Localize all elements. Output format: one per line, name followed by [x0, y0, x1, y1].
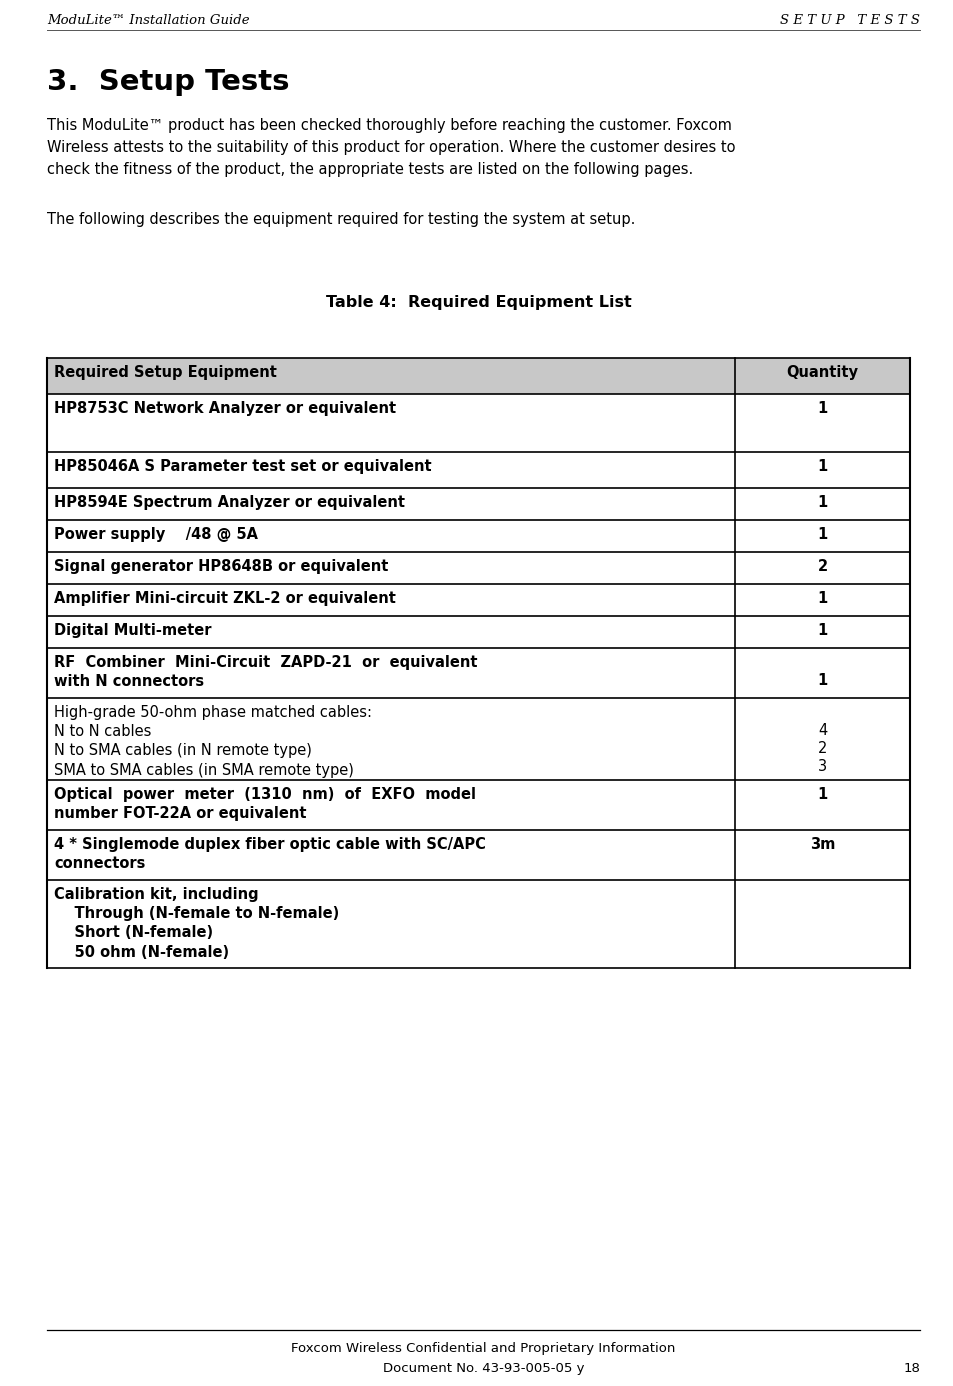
Bar: [47, 394, 909, 452]
Text: Digital Multi-meter: Digital Multi-meter: [54, 622, 212, 638]
Text: 1: 1: [817, 787, 827, 802]
Text: Wireless attests to the suitability of this product for operation. Where the cus: Wireless attests to the suitability of t…: [47, 140, 735, 155]
Text: RF  Combiner  Mini-Circuit  ZAPD-21  or  equivalent
with N connectors: RF Combiner Mini-Circuit ZAPD-21 or equi…: [54, 656, 477, 689]
Text: 2: 2: [817, 742, 826, 755]
Bar: [47, 830, 909, 880]
Bar: [47, 552, 909, 584]
Text: 4 * Singlemode duplex fiber optic cable with SC/APC
connectors: 4 * Singlemode duplex fiber optic cable …: [54, 837, 485, 872]
Text: This ModuLite™ product has been checked thoroughly before reaching the customer.: This ModuLite™ product has been checked …: [47, 118, 731, 133]
Text: Signal generator HP8648B or equivalent: Signal generator HP8648B or equivalent: [54, 559, 388, 574]
Bar: [47, 780, 909, 830]
Text: 1: 1: [817, 622, 827, 638]
Bar: [47, 520, 909, 552]
Bar: [47, 452, 909, 488]
Text: The following describes the equipment required for testing the system at setup.: The following describes the equipment re…: [47, 212, 635, 227]
Text: 1: 1: [817, 674, 827, 687]
Text: Table 4:  Required Equipment List: Table 4: Required Equipment List: [325, 295, 631, 310]
Text: 1: 1: [817, 459, 827, 474]
Text: ModuLite™ Installation Guide: ModuLite™ Installation Guide: [47, 14, 250, 26]
Text: High-grade 50-ohm phase matched cables:
N to N cables
N to SMA cables (in N remo: High-grade 50-ohm phase matched cables: …: [54, 705, 372, 778]
Text: Power supply    /48 @ 5A: Power supply /48 @ 5A: [54, 527, 257, 542]
Bar: [47, 649, 909, 699]
Text: 4: 4: [817, 723, 826, 737]
Text: check the fitness of the product, the appropriate tests are listed on the follow: check the fitness of the product, the ap…: [47, 162, 693, 177]
Bar: [47, 880, 909, 967]
Text: Required Setup Equipment: Required Setup Equipment: [54, 365, 276, 380]
Text: HP8594E Spectrum Analyzer or equivalent: HP8594E Spectrum Analyzer or equivalent: [54, 495, 405, 510]
Bar: [47, 615, 909, 649]
Text: 1: 1: [817, 495, 827, 510]
Text: 1: 1: [817, 401, 827, 416]
Text: 18: 18: [902, 1362, 919, 1375]
Text: HP8753C Network Analyzer or equivalent: HP8753C Network Analyzer or equivalent: [54, 401, 395, 416]
Bar: [47, 358, 909, 394]
Text: Document No. 43-93-005-05 y: Document No. 43-93-005-05 y: [382, 1362, 583, 1375]
Bar: [47, 584, 909, 615]
Text: 1: 1: [817, 527, 827, 542]
Text: Calibration kit, including
    Through (N-female to N-female)
    Short (N-femal: Calibration kit, including Through (N-fe…: [54, 887, 339, 959]
Text: Quantity: Quantity: [785, 365, 858, 380]
Text: Optical  power  meter  (1310  nm)  of  EXFO  model
number FOT-22A or equivalent: Optical power meter (1310 nm) of EXFO mo…: [54, 787, 476, 821]
Text: S E T U P   T E S T S: S E T U P T E S T S: [780, 14, 919, 26]
Text: 3: 3: [817, 760, 826, 773]
Bar: [47, 488, 909, 520]
Text: Foxcom Wireless Confidential and Proprietary Information: Foxcom Wireless Confidential and Proprie…: [291, 1342, 675, 1356]
Text: 3.  Setup Tests: 3. Setup Tests: [47, 68, 289, 96]
Text: 2: 2: [817, 559, 826, 574]
Text: Amplifier Mini-circuit ZKL-2 or equivalent: Amplifier Mini-circuit ZKL-2 or equivale…: [54, 590, 395, 606]
Bar: [47, 699, 909, 780]
Text: 3m: 3m: [809, 837, 834, 852]
Text: HP85046A S Parameter test set or equivalent: HP85046A S Parameter test set or equival…: [54, 459, 431, 474]
Text: 1: 1: [817, 590, 827, 606]
